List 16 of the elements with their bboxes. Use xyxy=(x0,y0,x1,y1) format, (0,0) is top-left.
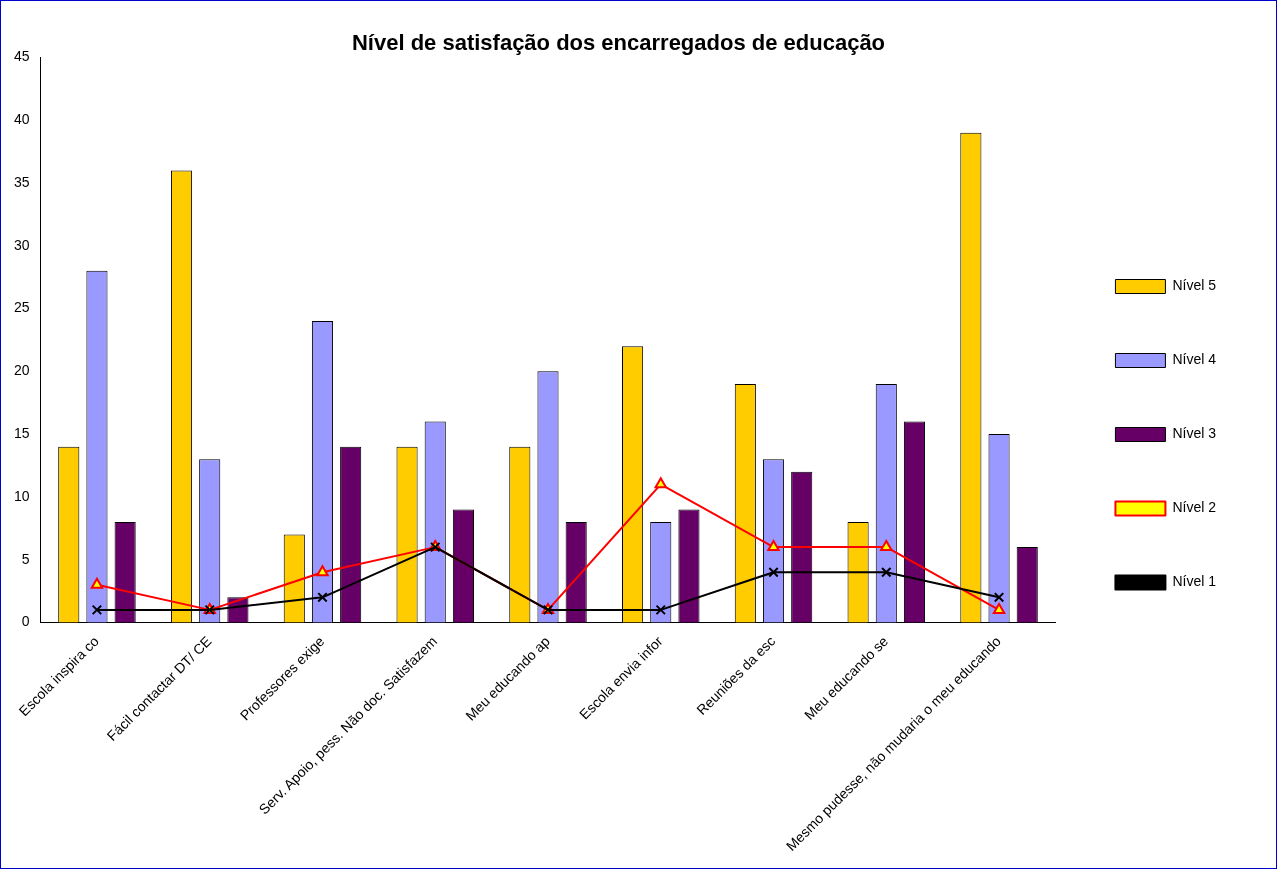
legend-label: Nível 1 xyxy=(1172,573,1217,590)
y-tick-label: 25 xyxy=(13,299,30,316)
y-tick-label: 0 xyxy=(21,613,30,630)
y-tick-label: 10 xyxy=(13,487,30,504)
y-tick-label: 15 xyxy=(13,424,30,441)
y-tick-label: 40 xyxy=(13,111,30,128)
y-tick-label: 30 xyxy=(13,236,30,253)
y-tick-label: 45 xyxy=(13,48,30,65)
chart-title: Nível de satisfação dos encarregados de educação xyxy=(351,30,886,56)
legend-label: Nível 2 xyxy=(1172,499,1217,516)
legend-label: Nível 4 xyxy=(1172,351,1217,368)
y-tick-label: 5 xyxy=(21,550,30,567)
y-tick-label: 20 xyxy=(13,362,30,379)
y-tick-label: 35 xyxy=(13,173,30,190)
legend-label: Nível 3 xyxy=(1172,425,1217,442)
legend-label: Nível 5 xyxy=(1172,277,1217,294)
